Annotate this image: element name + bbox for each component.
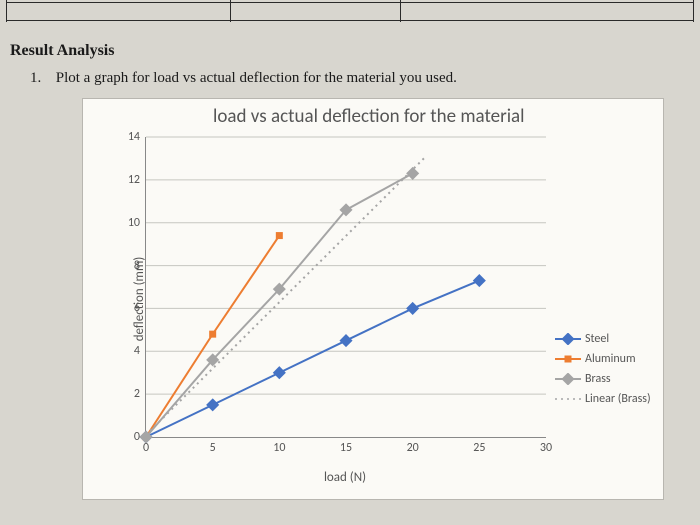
y-tick-label: 0 [110,430,140,444]
series-linear-brass- [146,156,426,435]
chart-svg [146,137,546,437]
legend-label: Linear (Brass) [585,392,651,406]
x-tick-label: 5 [210,441,216,455]
chart-container: load vs actual deflection for the materi… [82,98,664,500]
x-tick-label: 25 [473,441,485,455]
legend-item: Linear (Brass) [555,389,655,409]
item-text: Plot a graph for load vs actual deflecti… [56,70,457,86]
x-tick-label: 10 [273,441,285,455]
y-tick-label: 14 [110,130,140,144]
marker [407,168,419,180]
legend-item: Brass [555,369,655,389]
item-number: 1. [30,70,52,87]
plot-area: 02468101214051015202530 [145,137,546,438]
top-rule-group [0,0,700,22]
marker [474,275,486,287]
marker [340,335,352,347]
y-tick-label: 8 [110,259,140,273]
list-item: 1. Plot a graph for load vs actual defle… [30,70,457,87]
page: Result Analysis 1. Plot a graph for load… [0,0,700,525]
x-tick-label: 20 [407,441,419,455]
y-tick-label: 2 [110,387,140,401]
legend: Steel Aluminum Brass Linear (Brass) [555,329,655,409]
x-axis-label: load (N) [145,470,545,485]
marker [274,367,286,379]
marker [407,303,419,315]
x-tick-label: 0 [143,441,149,455]
legend-swatch [555,353,581,365]
legend-label: Steel [585,332,609,346]
marker [207,399,219,411]
y-tick-label: 12 [110,173,140,187]
series-brass [146,173,413,437]
marker [210,331,216,337]
legend-label: Aluminum [585,352,636,366]
legend-swatch [555,393,581,405]
x-tick-label: 15 [340,441,352,455]
chart-title: load vs actual deflection for the materi… [213,105,653,128]
legend-item: Aluminum [555,349,655,369]
legend-label: Brass [585,372,611,386]
y-tick-label: 10 [110,216,140,230]
marker [276,233,282,239]
legend-swatch [555,333,581,345]
y-tick-label: 4 [110,344,140,358]
legend-item: Steel [555,329,655,349]
legend-swatch [555,373,581,385]
x-tick-label: 30 [540,441,552,455]
y-tick-label: 6 [110,301,140,315]
section-heading: Result Analysis [10,42,114,60]
